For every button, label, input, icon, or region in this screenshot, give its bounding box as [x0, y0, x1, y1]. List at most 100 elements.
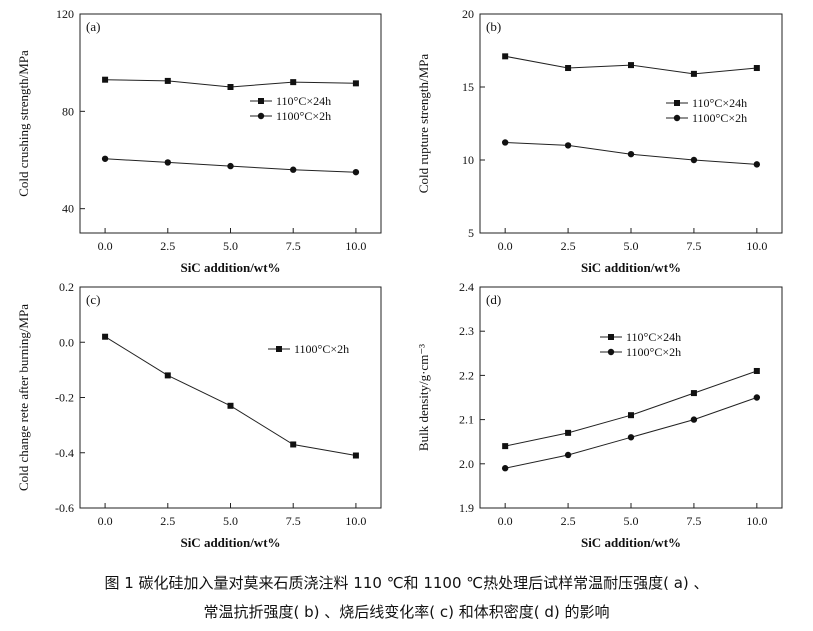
y-tick-label: 15 [462, 80, 474, 94]
data-point-circle [501, 139, 509, 146]
panel-label: (b) [486, 19, 501, 34]
data-point-square [290, 79, 297, 86]
data-point-square [352, 452, 359, 459]
data-point-circle [753, 394, 761, 401]
data-point-square [502, 443, 509, 450]
data-point-square [102, 333, 109, 340]
y-tick-label: 40 [62, 202, 74, 216]
legend-marker-circle [607, 348, 615, 356]
legend-entry-1: 110°C×24h [666, 96, 747, 110]
y-tick-label: 80 [62, 104, 74, 118]
data-point-circle [227, 162, 234, 170]
figure-caption-line-1: 图 1 碳化硅加入量对莫来石质浇注料 110 ℃和 1100 ℃热处理后试样常温… [104, 574, 709, 592]
x-tick-label: 0.0 [498, 514, 513, 528]
x-tick-label: 10.0 [746, 514, 767, 528]
y-tick-label: 2.1 [459, 413, 474, 427]
legend-marker-square [608, 334, 614, 340]
legend-label: 1100°C×2h [276, 109, 331, 123]
legend-entry-1: 110°C×24h [250, 94, 331, 108]
data-point-square [628, 62, 634, 69]
y-tick-label: -0.4 [55, 446, 74, 460]
panel-label: (a) [86, 19, 100, 34]
data-point-circle [564, 451, 572, 459]
y-axis-label: Bulk density/g·cm⁻³ [416, 344, 431, 451]
x-tick-label: 7.5 [286, 514, 301, 528]
data-point-circle [101, 155, 109, 162]
panel-label: (c) [86, 292, 100, 307]
legend-marker-square [674, 100, 680, 106]
legend-entry-2: 1100°C×2h [600, 345, 681, 359]
x-tick-label: 5.0 [223, 514, 238, 528]
y-tick-label: 1.9 [459, 501, 474, 515]
data-point-circle [690, 156, 698, 164]
data-point-square [164, 372, 171, 379]
x-tick-label: 0.0 [98, 514, 113, 528]
legend-entry-2: 1100°C×2h [666, 111, 747, 125]
y-tick-label: -0.6 [55, 501, 74, 515]
data-point-circle [501, 465, 509, 472]
legend-marker-square [276, 346, 282, 352]
x-tick-label: 5.0 [624, 239, 639, 253]
x-tick-label: 0.0 [98, 239, 113, 253]
y-tick-label: 2.0 [459, 457, 474, 471]
y-tick-label: -0.2 [55, 391, 74, 405]
y-tick-label: 120 [56, 7, 74, 21]
data-point-square [565, 65, 572, 72]
x-tick-label: 2.5 [561, 514, 576, 528]
legend-entry-1: 1100°C×2h [268, 342, 349, 356]
data-point-circle [352, 168, 360, 176]
legend-label: 110°C×24h [692, 96, 747, 110]
legend-label: 1100°C×2h [294, 342, 349, 356]
data-point-square [502, 53, 509, 60]
x-tick-label: 2.5 [160, 239, 175, 253]
legend-label: 110°C×24h [626, 330, 681, 344]
data-point-square [628, 412, 634, 419]
data-point-circle [564, 142, 572, 149]
legend-label: 1100°C×2h [692, 111, 747, 125]
chart-panel-c: 0.0 2.5 5.0 7.5 10.0 -0.6 -0.4 -0.2 0.0 0.2 SiC ad… [16, 280, 382, 550]
y-tick-label: 2.2 [459, 368, 474, 382]
y-tick-label: 5 [468, 226, 474, 240]
x-tick-label: 10.0 [345, 514, 366, 528]
data-point-circle [627, 434, 635, 441]
x-tick-label: 0.0 [498, 239, 513, 253]
y-tick-label: 0.0 [59, 335, 74, 349]
legend-label: 1100°C×2h [626, 345, 681, 359]
data-point-square [565, 429, 572, 436]
data-point-circle [627, 150, 635, 158]
x-tick-label: 10.0 [746, 239, 767, 253]
y-axis-label: Cold crushing strength/MPa [16, 50, 31, 197]
y-axis-label: Cold rupture strength/MPa [416, 54, 431, 194]
legend-marker-circle [257, 112, 265, 120]
data-point-square [753, 367, 760, 374]
x-axis-label: SiC addition/wt% [581, 535, 681, 550]
x-axis-label: SiC addition/wt% [180, 260, 280, 275]
x-axis-label: SiC addition/wt% [581, 260, 681, 275]
x-tick-label: 2.5 [561, 239, 576, 253]
data-point-square [753, 65, 760, 72]
y-tick-label: 2.3 [459, 324, 474, 338]
data-point-square [164, 77, 171, 84]
plot-frame [79, 13, 382, 234]
legend-label: 110°C×24h [276, 94, 331, 108]
plot-frame [479, 286, 783, 509]
x-tick-label: 5.0 [624, 514, 639, 528]
data-point-square [690, 390, 697, 397]
chart-panel-a: 0.0 2.5 5.0 7.5 10.0 40 80 120 SiC addition/wt% C… [16, 7, 382, 275]
x-tick-label: 7.5 [286, 239, 301, 253]
x-tick-label: 5.0 [223, 239, 238, 253]
series-line-2 [505, 397, 757, 469]
data-point-circle [753, 161, 761, 168]
x-tick-label: 7.5 [686, 514, 701, 528]
y-tick-label: 0.2 [59, 280, 74, 294]
data-point-square [227, 402, 234, 409]
chart-panel-d: 0.0 2.5 5.0 7.5 10.0 1.9 2.0 2.1 2.2 2.3 2.4 SiC ad… [416, 280, 783, 550]
data-point-circle [164, 159, 171, 166]
x-tick-label: 10.0 [345, 239, 366, 253]
y-tick-label: 2.4 [459, 280, 474, 294]
x-axis-label: SiC addition/wt% [180, 535, 280, 550]
chart-figure: 0.0 2.5 5.0 7.5 10.0 40 80 120 SiC addition/wt% C… [16, 7, 783, 550]
legend-entry-2: 1100°C×2h [250, 109, 331, 123]
y-tick-label: 20 [462, 7, 474, 21]
panel-label: (d) [486, 292, 501, 307]
